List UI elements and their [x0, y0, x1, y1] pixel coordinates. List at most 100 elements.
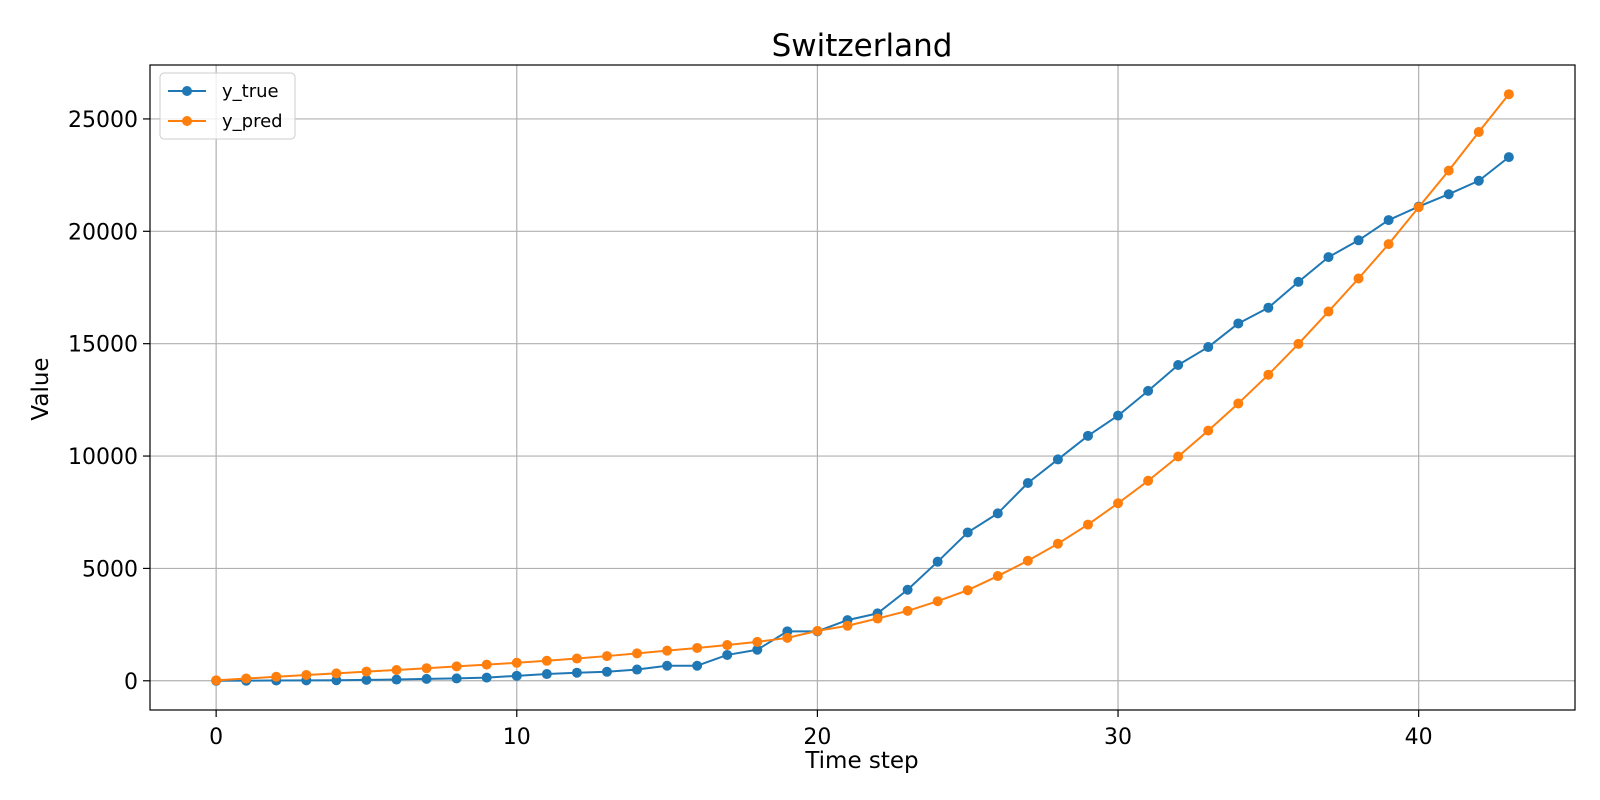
data-point-y-pred — [601, 651, 612, 662]
x-axis-label: Time step — [804, 748, 918, 774]
data-point-y-true — [722, 649, 733, 660]
data-point-y-true — [541, 669, 552, 680]
data-point-y-true — [511, 670, 522, 681]
data-point-y-pred — [1052, 538, 1063, 549]
data-point-y-true — [481, 672, 492, 683]
data-point-y-pred — [662, 645, 673, 656]
data-point-y-pred — [1383, 239, 1394, 250]
data-point-y-pred — [992, 571, 1003, 582]
data-point-y-true — [1233, 318, 1244, 329]
data-point-y-pred — [1443, 165, 1454, 176]
legend-box — [159, 72, 296, 140]
data-point-y-pred — [211, 675, 222, 686]
data-point-y-true — [1383, 215, 1394, 226]
data-point-y-true — [1022, 478, 1033, 489]
data-point-y-pred — [1293, 338, 1304, 349]
data-point-y-pred — [692, 642, 703, 653]
data-point-y-pred — [421, 663, 432, 674]
legend-label-y-true: y_true — [222, 81, 279, 102]
legend-marker-y-pred — [182, 116, 192, 126]
data-point-y-pred — [241, 673, 252, 684]
y-tick-label: 25000 — [68, 108, 138, 133]
data-point-y-true — [1323, 252, 1334, 263]
data-point-y-pred — [1503, 89, 1514, 100]
data-point-y-true — [1263, 302, 1274, 313]
data-point-y-pred — [1263, 369, 1274, 380]
data-point-y-pred — [932, 596, 943, 607]
data-point-y-pred — [571, 653, 582, 664]
data-point-y-pred — [1233, 398, 1244, 409]
data-point-y-pred — [1113, 498, 1124, 509]
data-point-y-true — [391, 674, 402, 685]
data-point-y-true — [752, 644, 763, 655]
data-point-y-pred — [1082, 519, 1093, 530]
data-point-y-true — [1143, 385, 1154, 396]
data-point-y-pred — [1203, 425, 1214, 436]
data-point-y-pred — [1323, 306, 1334, 317]
data-point-y-pred — [1353, 273, 1364, 284]
data-point-y-true — [1082, 430, 1093, 441]
data-point-y-true — [1113, 410, 1124, 421]
x-tick-label: 40 — [1405, 725, 1433, 750]
data-point-y-true — [571, 667, 582, 678]
data-point-y-pred — [511, 657, 522, 668]
x-tick-label: 30 — [1104, 725, 1132, 750]
data-point-y-true — [662, 660, 673, 671]
data-point-y-true — [1293, 276, 1304, 287]
x-tick-label: 10 — [503, 725, 531, 750]
data-point-y-pred — [481, 659, 492, 670]
x-tick-label: 20 — [803, 725, 831, 750]
data-point-y-pred — [632, 648, 643, 659]
data-point-y-pred — [1022, 555, 1033, 566]
data-point-y-pred — [541, 655, 552, 666]
legend: y_true y_pred — [159, 72, 296, 140]
legend-label-y-pred: y_pred — [222, 111, 283, 132]
data-point-y-true — [1443, 189, 1454, 200]
y-tick-label: 5000 — [82, 557, 138, 582]
data-point-y-pred — [391, 664, 402, 675]
y-tick-label: 0 — [124, 670, 138, 695]
data-point-y-pred — [1413, 202, 1424, 213]
data-point-y-pred — [812, 625, 823, 636]
y-tick-label: 15000 — [68, 333, 138, 358]
data-point-y-pred — [1143, 475, 1154, 486]
data-point-y-true — [421, 673, 432, 684]
data-point-y-true — [1503, 152, 1514, 163]
data-point-y-true — [1203, 342, 1214, 353]
chart-title: Switzerland — [772, 28, 953, 64]
data-point-y-true — [902, 584, 913, 595]
data-point-y-pred — [782, 632, 793, 643]
data-point-y-pred — [842, 620, 853, 631]
data-point-y-true — [1473, 175, 1484, 186]
data-point-y-pred — [902, 605, 913, 616]
data-point-y-true — [692, 660, 703, 671]
y-tick-label: 20000 — [68, 220, 138, 245]
data-point-y-true — [1052, 454, 1063, 465]
data-point-y-pred — [271, 671, 282, 682]
data-point-y-true — [992, 508, 1003, 519]
series-layer — [211, 89, 1514, 686]
data-point-y-pred — [872, 613, 883, 624]
grid — [150, 65, 1575, 710]
x-tick-label: 0 — [209, 725, 223, 750]
data-point-y-true — [361, 674, 372, 685]
data-point-y-true — [632, 664, 643, 675]
y-tick-label: 10000 — [68, 445, 138, 470]
data-point-y-pred — [752, 636, 763, 647]
series-line-y-pred — [216, 93, 1510, 682]
data-point-y-pred — [1173, 451, 1184, 462]
y-axis-label: Value — [28, 357, 54, 420]
data-point-y-pred — [722, 640, 733, 651]
ticks: 0 10 20 30 40 0 5000 10000 15000 20000 25000 — [68, 108, 1433, 750]
data-point-y-pred — [361, 666, 372, 677]
plot-frame — [149, 64, 1576, 711]
legend-marker-y-true — [182, 86, 192, 96]
data-point-y-pred — [1473, 126, 1484, 137]
data-point-y-true — [1173, 360, 1184, 371]
data-point-y-true — [1353, 235, 1364, 246]
data-point-y-true — [962, 527, 973, 538]
data-point-y-true — [331, 675, 342, 686]
data-point-y-pred — [451, 661, 462, 672]
data-point-y-true — [451, 673, 462, 684]
